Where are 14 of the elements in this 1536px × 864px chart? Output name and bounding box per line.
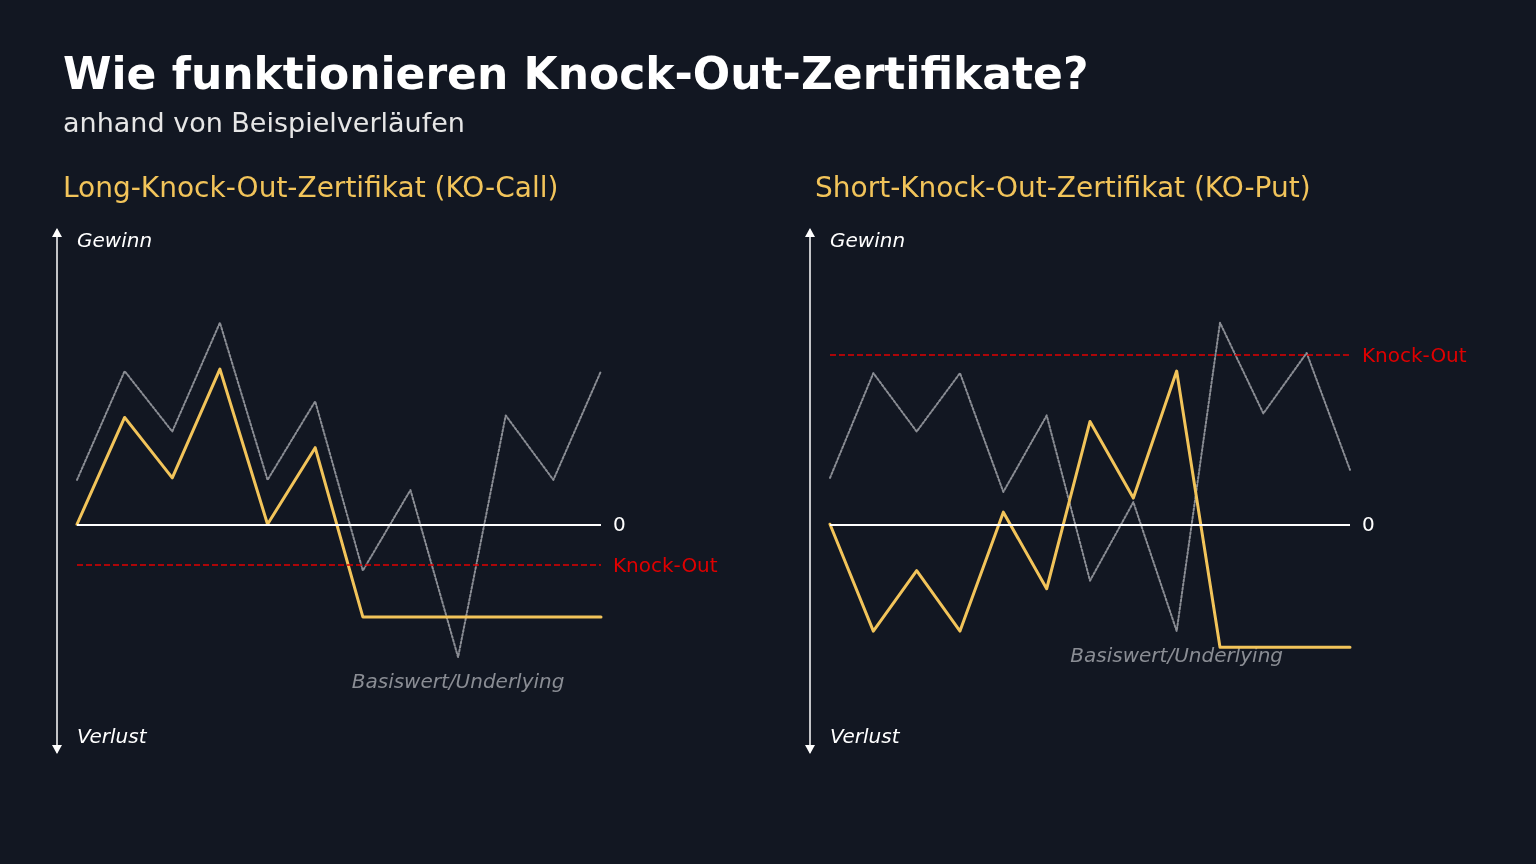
series-label: Basiswert/Underlying <box>351 669 565 694</box>
ref-line-label: 0 <box>613 512 626 537</box>
text: Verlust <box>830 724 901 748</box>
chart-title: Short-Knock-Out-Zertifikat (KO-Put) <box>815 170 1311 204</box>
text: Gewinn <box>77 228 153 252</box>
ref-line-label: Knock-Out <box>613 552 718 577</box>
ref-line-label: Knock-Out <box>1362 342 1467 367</box>
text: anhand von Beispielverläufen <box>63 107 465 138</box>
ref-line-label: 0 <box>1362 512 1375 537</box>
chart-title: Long-Knock-Out-Zertifikat (KO-Call) <box>63 170 559 204</box>
text: Verlust <box>77 724 148 748</box>
text: Gewinn <box>830 228 906 252</box>
text: Wie funktionieren Knock-Out-Zertifikate? <box>63 47 1089 99</box>
series-label: Basiswert/Underlying <box>1070 643 1284 668</box>
